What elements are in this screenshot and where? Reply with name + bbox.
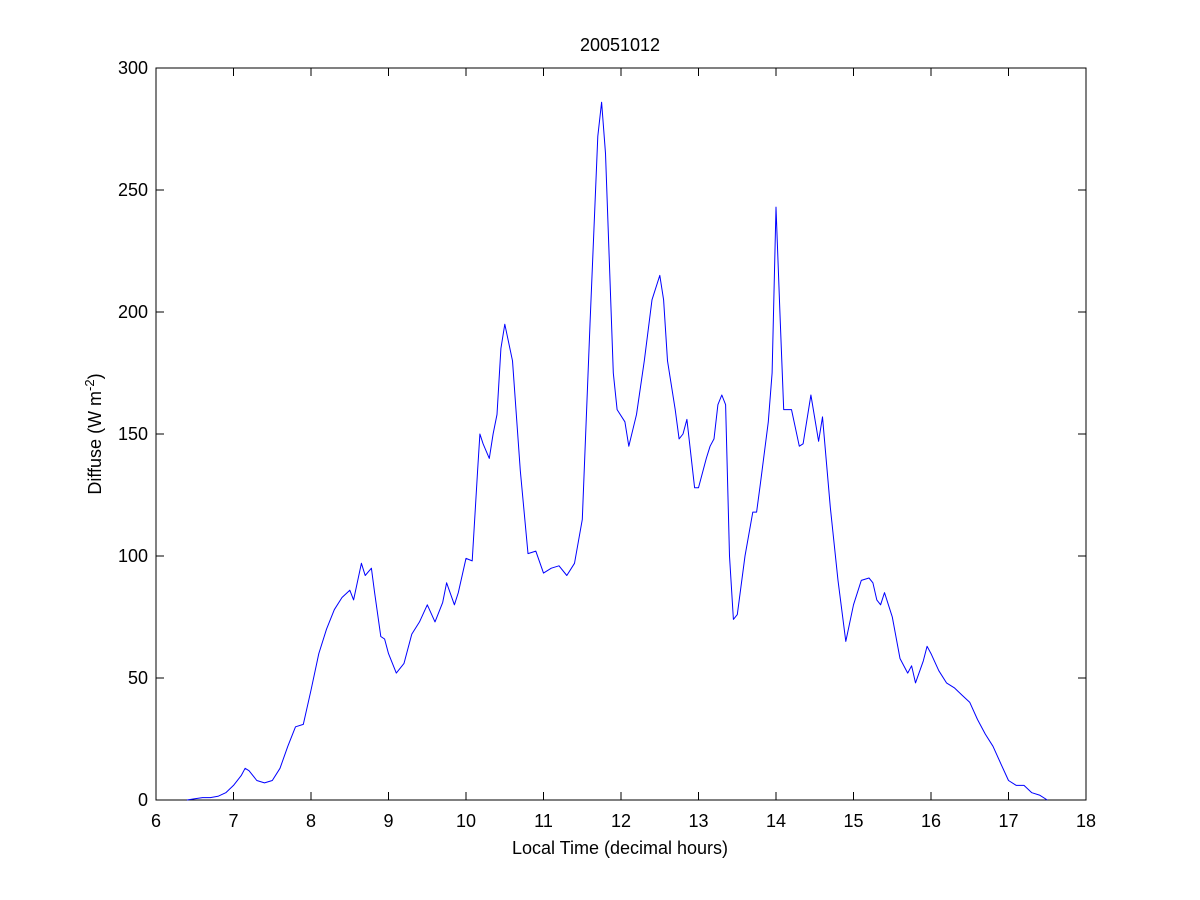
- y-tick-label: 0: [138, 790, 148, 810]
- x-tick-label: 11: [534, 811, 553, 831]
- x-tick-label: 14: [766, 811, 786, 831]
- series-line: [186, 101, 1048, 801]
- y-tick-label: 300: [118, 58, 148, 78]
- x-tick-label: 9: [383, 811, 393, 831]
- y-axis-label-suffix: ): [85, 373, 105, 379]
- x-tick-label: 8: [306, 811, 316, 831]
- plot-frame: [155, 67, 1087, 801]
- y-tick-label: 150: [118, 424, 148, 444]
- x-tick-label: 13: [688, 811, 708, 831]
- x-tick-label: 12: [611, 811, 631, 831]
- x-tick-label: 10: [456, 811, 476, 831]
- x-tick-label: 15: [843, 811, 863, 831]
- y-tick-label: 50: [128, 668, 148, 688]
- x-tick-label: 16: [921, 811, 941, 831]
- y-axis-label: Diffuse (W m-2): [82, 373, 105, 494]
- x-tick-label: 18: [1076, 811, 1096, 831]
- chart-title: 20051012: [580, 35, 660, 55]
- x-tick-label: 17: [998, 811, 1018, 831]
- x-tick-label: 6: [151, 811, 161, 831]
- x-tick-label: 7: [228, 811, 238, 831]
- y-tick-label: 100: [118, 546, 148, 566]
- y-axis-label-superscript: -2: [82, 379, 97, 391]
- x-axis-label: Local Time (decimal hours): [512, 838, 728, 858]
- y-tick-label: 200: [118, 302, 148, 322]
- y-tick-label: 250: [118, 180, 148, 200]
- y-axis-label-main: Diffuse (W m: [85, 391, 105, 495]
